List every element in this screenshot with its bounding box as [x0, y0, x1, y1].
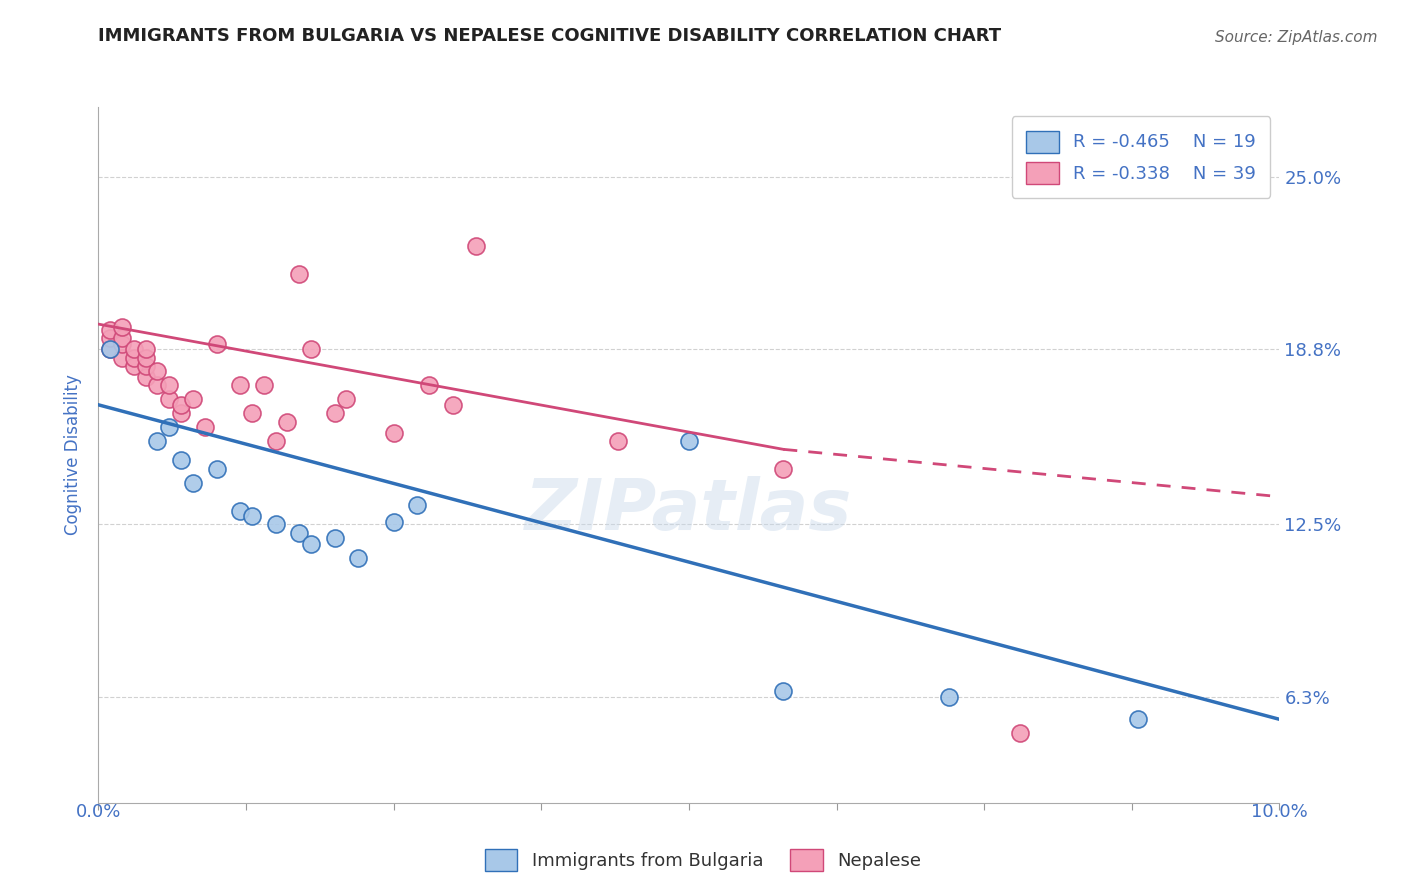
Text: 0.0%: 0.0% [76, 803, 121, 821]
Point [111, 331, 134, 345]
Point [607, 434, 630, 448]
Point [170, 398, 193, 412]
Point [382, 515, 405, 529]
Point [938, 690, 960, 704]
Point [418, 378, 440, 392]
Point [229, 378, 252, 392]
Point [253, 378, 276, 392]
Point [111, 319, 134, 334]
Point [205, 336, 228, 351]
Text: IMMIGRANTS FROM BULGARIA VS NEPALESE COGNITIVE DISABILITY CORRELATION CHART: IMMIGRANTS FROM BULGARIA VS NEPALESE COG… [98, 27, 1001, 45]
Point [181, 475, 204, 490]
Point [135, 359, 157, 373]
Point [299, 537, 322, 551]
Point [181, 392, 204, 407]
Y-axis label: Cognitive Disability: Cognitive Disability [65, 375, 83, 535]
Point [98, 331, 121, 345]
Point [264, 434, 287, 448]
Point [157, 420, 180, 434]
Text: 10.0%: 10.0% [1251, 803, 1308, 821]
Point [98, 342, 121, 356]
Point [299, 342, 322, 356]
Point [323, 532, 346, 546]
Point [170, 453, 193, 467]
Point [146, 434, 169, 448]
Point [264, 517, 287, 532]
Point [111, 351, 134, 365]
Point [98, 342, 121, 356]
Point [122, 359, 145, 373]
Legend: R = -0.465    N = 19, R = -0.338    N = 39: R = -0.465 N = 19, R = -0.338 N = 39 [1012, 116, 1271, 198]
Point [1008, 726, 1031, 740]
Point [288, 267, 311, 281]
Point [111, 336, 134, 351]
Point [772, 462, 794, 476]
Point [678, 434, 700, 448]
Point [772, 684, 794, 698]
Point [205, 462, 228, 476]
Point [122, 342, 145, 356]
Point [170, 406, 193, 420]
Point [288, 525, 311, 540]
Point [135, 370, 157, 384]
Point [157, 392, 180, 407]
Point [157, 378, 180, 392]
Point [98, 323, 121, 337]
Point [335, 392, 357, 407]
Point [146, 378, 169, 392]
Point [146, 364, 169, 378]
Point [194, 420, 217, 434]
Point [135, 342, 157, 356]
Point [382, 425, 405, 440]
Text: Source: ZipAtlas.com: Source: ZipAtlas.com [1215, 29, 1378, 45]
Point [323, 406, 346, 420]
Point [122, 351, 145, 365]
Legend: Immigrants from Bulgaria, Nepalese: Immigrants from Bulgaria, Nepalese [478, 842, 928, 879]
Point [240, 509, 263, 524]
Point [135, 351, 157, 365]
Point [441, 398, 464, 412]
Point [229, 503, 252, 517]
Point [1126, 712, 1149, 726]
Point [406, 498, 429, 512]
Point [347, 550, 370, 565]
Text: ZIPatlas: ZIPatlas [526, 476, 852, 545]
Point [276, 415, 298, 429]
Point [240, 406, 263, 420]
Point [465, 239, 488, 253]
